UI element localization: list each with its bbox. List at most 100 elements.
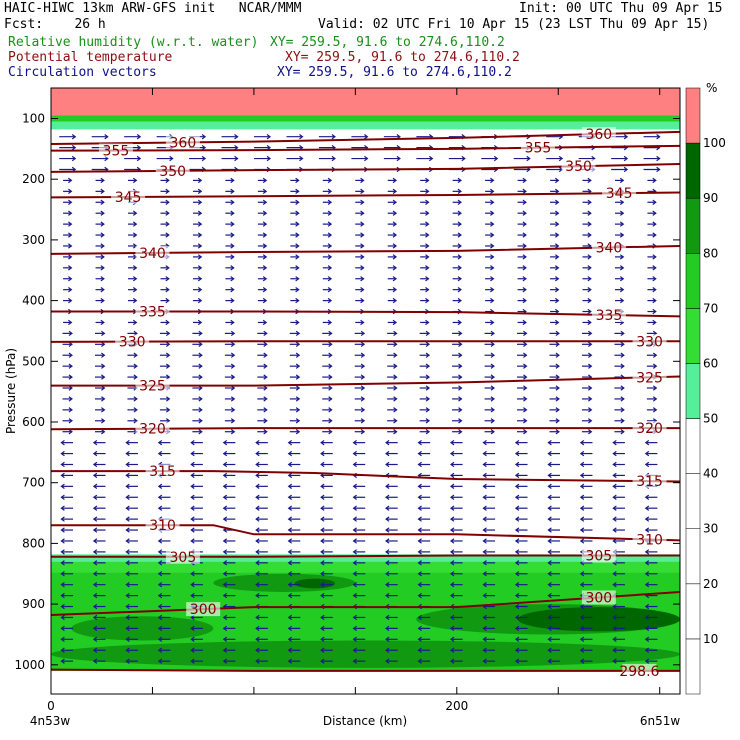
wind-vector-head: [644, 450, 650, 457]
wind-vector-head: [222, 592, 228, 599]
wind-vector-head: [514, 658, 520, 664]
wind-vector-head: [425, 352, 431, 358]
wind-vector-head: [360, 265, 365, 271]
wind-vector-head: [262, 243, 268, 249]
wind-vector-head: [263, 396, 268, 402]
theta-label: 335: [596, 308, 623, 324]
wind-vector-head: [620, 418, 625, 424]
wind-vector-head: [652, 385, 658, 391]
wind-vector-head: [157, 439, 163, 446]
wind-vector-head: [623, 155, 629, 162]
wind-vector-head: [360, 319, 365, 326]
wind-vector-head: [619, 177, 625, 184]
wind-vector-head: [190, 516, 195, 522]
wind-vector-head: [554, 199, 560, 205]
wind-vector-head: [644, 439, 650, 446]
wind-vector-head: [360, 286, 365, 293]
theta-contour-298.6: [50, 668, 680, 672]
wind-vector-head: [197, 199, 203, 205]
wind-vector-head: [482, 450, 487, 457]
wind-vector-head: [125, 483, 130, 490]
wind-vector-head: [287, 461, 293, 468]
wind-vector-head: [392, 297, 398, 304]
wind-vector-head: [385, 581, 390, 588]
wind-vector-head: [652, 363, 658, 369]
theta-label: 325: [139, 379, 166, 395]
wind-vector-head: [68, 341, 73, 347]
theta-label: 310: [149, 518, 176, 534]
wind-vector-head: [295, 276, 300, 282]
wind-vector-head: [165, 286, 170, 293]
wind-vector-head: [587, 254, 592, 260]
wind-vector-head: [352, 647, 357, 653]
wind-vector-head: [425, 286, 430, 293]
colorbar-segment: [685, 253, 701, 309]
y-axis-label: Pressure (hPa): [4, 348, 18, 434]
wind-vector-head: [652, 232, 657, 238]
wind-vector-head: [425, 265, 430, 271]
wind-vector-head: [385, 560, 390, 566]
theta-label: 345: [606, 186, 633, 202]
wind-vector-head: [482, 461, 487, 468]
wind-vector-head: [579, 647, 585, 653]
wind-vector-head: [579, 581, 585, 588]
wind-vector-head: [190, 472, 195, 479]
wind-vector-head: [68, 418, 73, 424]
wind-vector-head: [190, 571, 195, 577]
wind-vector-head: [222, 560, 228, 566]
wind-vector-head: [619, 232, 625, 238]
theta-label-bg: [111, 189, 146, 204]
wind-vector-head: [458, 407, 463, 413]
wind-vector-head: [68, 254, 73, 260]
wind-vector-head: [68, 177, 73, 184]
wind-vector-head: [392, 177, 398, 184]
wind-vector-head: [92, 527, 98, 533]
wind-vector-head: [620, 385, 625, 391]
wind-vector-head: [458, 396, 463, 402]
wind-vector-head: [287, 658, 293, 664]
wind-vector-head: [222, 494, 228, 500]
wind-vector-head: [190, 658, 195, 664]
theta-label: 300: [585, 590, 612, 606]
wind-vector-head: [60, 658, 65, 664]
wind-vector-head: [230, 265, 235, 271]
y-tick-label: 300: [22, 233, 45, 247]
wind-vector-head: [623, 166, 629, 173]
wind-vector-head: [222, 549, 228, 555]
wind-vector-head: [393, 341, 398, 347]
colorbar-segment: [685, 87, 701, 144]
wind-vector-head: [619, 297, 625, 304]
wind-vector-head: [255, 538, 260, 544]
wind-vector-head: [100, 232, 105, 238]
wind-vector-head: [385, 538, 390, 544]
wind-vector-head: [262, 199, 268, 205]
y-tick-label: 1000: [14, 658, 45, 672]
wind-vector-head: [165, 330, 171, 337]
wind-vector-head: [132, 221, 138, 227]
wind-vector-head: [547, 450, 552, 457]
wind-vector-head: [547, 527, 552, 533]
wind-vector-head: [125, 439, 130, 446]
wind-vector-head: [222, 472, 228, 479]
wind-vector-head: [197, 188, 203, 195]
wind-vector-head: [101, 407, 106, 413]
wind-vector-head: [320, 571, 325, 577]
wind-vector-head: [514, 549, 520, 555]
wind-vector-head: [612, 581, 617, 588]
wind-vector-head: [425, 221, 430, 227]
wind-vector-head: [579, 483, 585, 490]
wind-vector-head: [287, 625, 293, 632]
wind-vector-head: [558, 155, 564, 162]
wind-vector-head: [71, 134, 77, 140]
wind-vector-head: [449, 625, 455, 632]
wind-vector-head: [547, 581, 552, 588]
wind-vector-head: [255, 658, 260, 664]
wind-vector-head: [198, 352, 203, 358]
wind-vector-head: [287, 527, 293, 533]
wind-vector-head: [493, 155, 499, 162]
wind-vector-head: [263, 352, 268, 358]
wind-vector-head: [100, 221, 105, 227]
wind-vector-head: [60, 581, 65, 588]
wind-vector-head: [287, 494, 293, 500]
wind-vector-head: [222, 505, 228, 511]
